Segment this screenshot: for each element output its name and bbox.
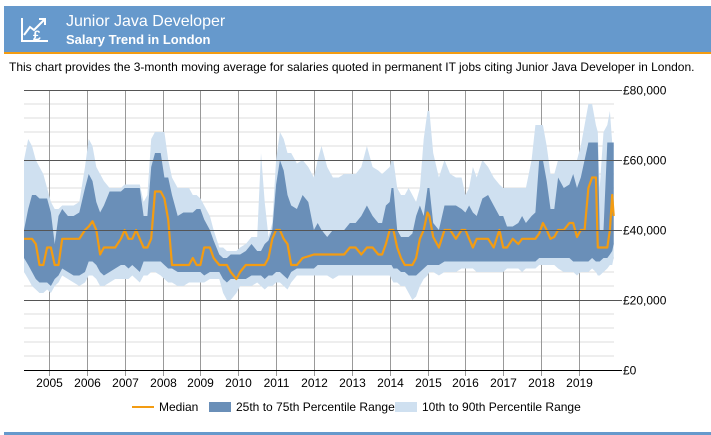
x-axis-labels: 2005 2006 2007 2008 2009 2010 2011 2012 2013 2014…	[36, 376, 593, 390]
y-tick-label: £0	[623, 364, 637, 378]
legend-iqr-label: 25th to 75th Percentile Range	[236, 400, 395, 414]
y-tick-label: £80,000	[623, 84, 667, 98]
median-line	[24, 176, 615, 281]
legend-iqr-swatch	[209, 402, 231, 412]
page-title: Junior Java Developer	[66, 13, 226, 30]
x-tick-label: 2008	[150, 376, 177, 390]
chart-description: This chart provides the 3-month moving a…	[9, 60, 695, 74]
x-tick-label: 2012	[301, 376, 328, 390]
legend-decile-swatch	[395, 402, 417, 412]
x-tick-label: 2019	[566, 376, 593, 390]
legend-median-label: Median	[159, 400, 198, 414]
svg-text:£: £	[33, 27, 41, 43]
y-tick-label: £20,000	[623, 294, 667, 308]
footer-divider	[4, 432, 711, 435]
x-tick-label: 2011	[264, 376, 290, 390]
x-tick-label: 2007	[112, 376, 139, 390]
y-axis-labels: £0 £20,000 £40,000 £60,000 £80,000	[623, 84, 667, 378]
y-tick-label: £60,000	[623, 154, 667, 168]
x-tick-label: 2015	[415, 376, 442, 390]
major-gridlines	[24, 90, 622, 371]
x-tick-label: 2009	[187, 376, 214, 390]
page-subtitle: Salary Trend in London	[66, 32, 211, 47]
x-tick-label: 2017	[490, 376, 517, 390]
x-tick-label: 2010	[225, 376, 252, 390]
page-header: £ Junior Java Developer Salary Trend in …	[4, 6, 711, 54]
x-tick-label: 2016	[452, 376, 479, 390]
x-tick-label: 2005	[36, 376, 63, 390]
salary-trend-pound-icon: £	[21, 18, 48, 43]
legend-decile-label: 10th to 90th Percentile Range	[422, 400, 581, 414]
x-tick-label: 2013	[339, 376, 366, 390]
x-tick-label: 2014	[377, 376, 404, 390]
x-tick-label: 2018	[528, 376, 555, 390]
x-tick-label: 2006	[74, 376, 101, 390]
y-tick-label: £40,000	[623, 224, 667, 238]
chart-legend: Median 25th to 75th Percentile Range 10th …	[132, 400, 581, 414]
